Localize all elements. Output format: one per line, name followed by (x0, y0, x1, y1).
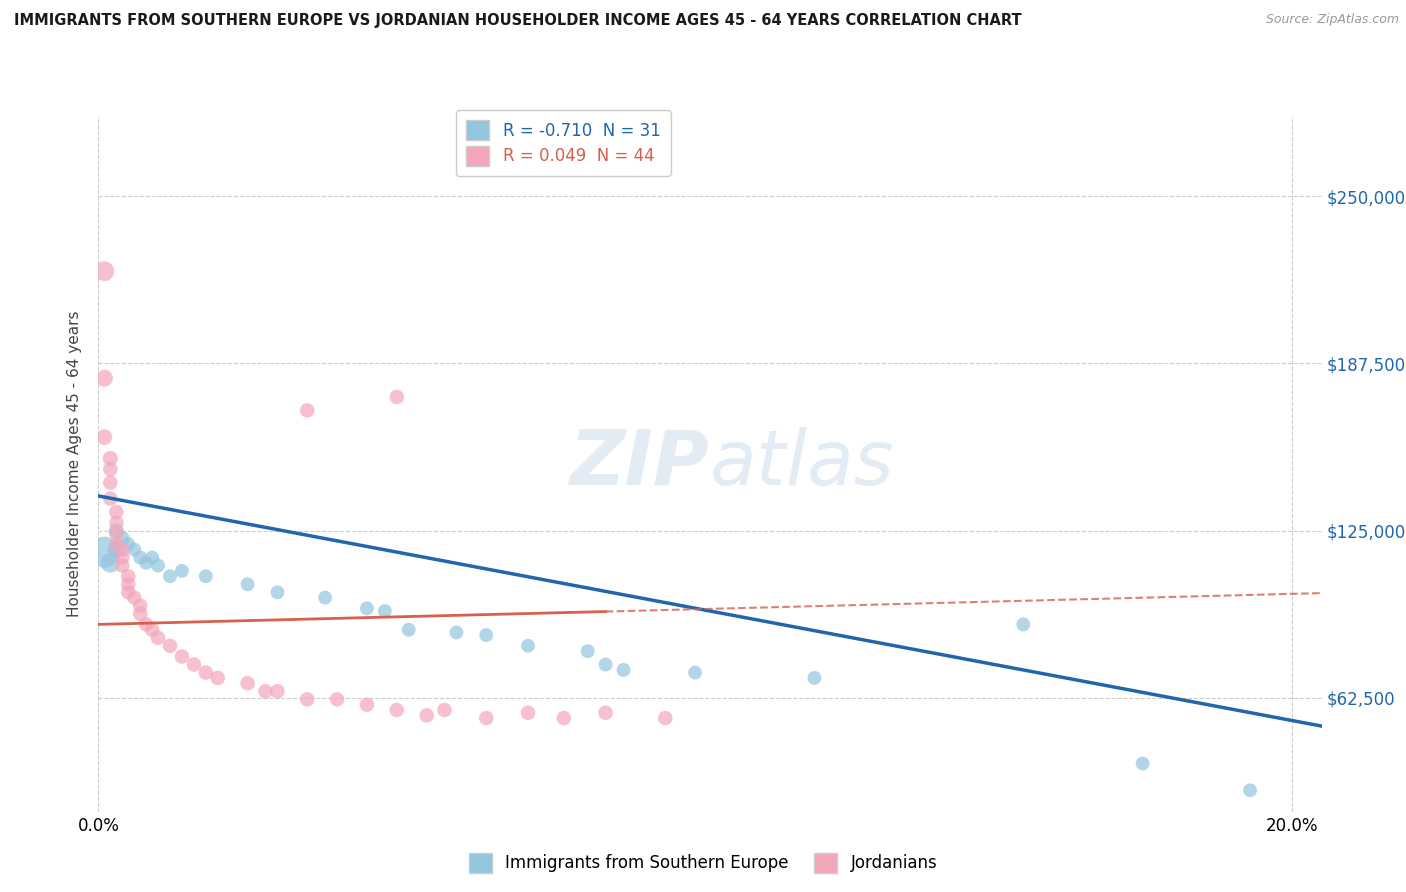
Point (803, 671, 825, 685)
Point (129, 607, 152, 621)
Point (93, 264, 115, 278)
Point (415, 708, 437, 723)
Point (98, 462, 121, 476)
Point (297, 692, 319, 706)
Point (141, 623, 163, 637)
Point (93, 545, 115, 559)
Point (595, 706, 617, 720)
Point (98, 556, 121, 570)
Point (446, 625, 468, 640)
Point (576, 644, 599, 658)
Point (111, 558, 134, 573)
Point (297, 403, 319, 417)
Point (1132, 756, 1154, 771)
Point (326, 692, 349, 706)
Point (1239, 783, 1261, 797)
Point (356, 698, 378, 712)
Point (105, 526, 128, 541)
Point (433, 703, 456, 717)
Point (159, 639, 181, 653)
Point (236, 676, 259, 690)
Point (105, 537, 128, 551)
Point (122, 591, 145, 605)
Text: ZIP: ZIP (571, 427, 710, 500)
Point (141, 550, 163, 565)
Point (194, 569, 217, 583)
Point (98, 451, 121, 466)
Point (117, 585, 139, 599)
Point (194, 665, 217, 680)
Point (356, 601, 378, 615)
Point (117, 577, 139, 591)
Point (683, 665, 706, 680)
Point (612, 663, 634, 677)
Point (146, 558, 169, 573)
Point (122, 542, 145, 557)
Point (374, 604, 396, 618)
Point (129, 599, 152, 613)
Point (135, 556, 157, 570)
Point (93, 430, 115, 444)
Point (98, 475, 121, 490)
Point (98, 491, 121, 506)
Point (266, 684, 288, 698)
Y-axis label: Householder Income Ages 45 - 64 years: Householder Income Ages 45 - 64 years (67, 310, 83, 617)
Text: Source: ZipAtlas.com: Source: ZipAtlas.com (1265, 13, 1399, 27)
Point (254, 684, 277, 698)
Point (111, 532, 134, 546)
Text: atlas: atlas (710, 427, 894, 500)
Point (236, 577, 259, 591)
Point (129, 550, 152, 565)
Point (207, 671, 229, 685)
Point (105, 524, 128, 538)
Point (654, 711, 676, 725)
Point (385, 390, 408, 404)
Point (170, 649, 193, 664)
Point (111, 542, 134, 557)
Point (117, 537, 139, 551)
Text: IMMIGRANTS FROM SOUTHERN EUROPE VS JORDANIAN HOUSEHOLDER INCOME AGES 45 - 64 YEA: IMMIGRANTS FROM SOUTHERN EUROPE VS JORDA… (14, 13, 1022, 29)
Point (385, 703, 408, 717)
Point (475, 711, 498, 725)
Point (517, 706, 540, 720)
Point (111, 550, 134, 565)
Point (93, 371, 115, 385)
Point (117, 569, 139, 583)
Point (595, 657, 617, 672)
Point (105, 505, 128, 519)
Point (517, 639, 540, 653)
Point (398, 623, 420, 637)
Point (159, 569, 181, 583)
Point (105, 516, 128, 530)
Point (183, 657, 205, 672)
Point (553, 711, 575, 725)
Point (105, 542, 128, 557)
Point (170, 564, 193, 578)
Legend: R = -0.710  N = 31, R = 0.049  N = 44: R = -0.710 N = 31, R = 0.049 N = 44 (456, 111, 671, 176)
Point (1012, 617, 1035, 632)
Point (146, 631, 169, 645)
Legend: Immigrants from Southern Europe, Jordanians: Immigrants from Southern Europe, Jordani… (463, 847, 943, 880)
Point (135, 617, 157, 632)
Point (266, 585, 288, 599)
Point (475, 628, 498, 642)
Point (314, 591, 336, 605)
